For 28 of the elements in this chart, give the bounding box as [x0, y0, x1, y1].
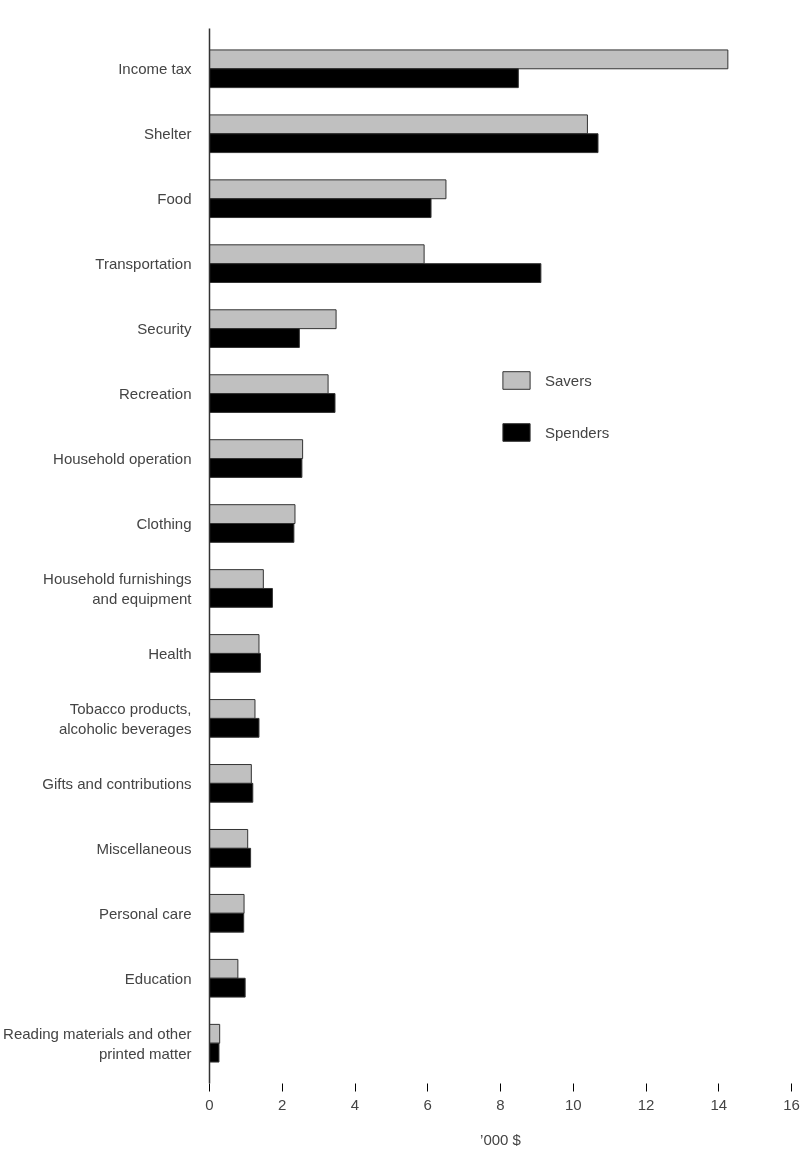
- x-tick-label: 14: [710, 1095, 728, 1113]
- legend-label: Spenders: [545, 423, 610, 441]
- x-tick-label: 2: [278, 1095, 287, 1113]
- y-tick-label: Tobacco products, alcoholic beverages: [58, 699, 192, 738]
- y-tick-label: Miscellaneous: [96, 839, 192, 857]
- y-tick-label: Household furnishings and equipment: [43, 569, 193, 608]
- y-tick-label: Recreation: [118, 385, 192, 403]
- y-tick-label: Personal care: [98, 904, 192, 922]
- x-tick-label: 16: [783, 1095, 800, 1113]
- x-tick-label: 0: [205, 1095, 214, 1113]
- y-tick-label: Security: [137, 320, 192, 338]
- y-tick-label: Clothing: [136, 515, 192, 533]
- y-tick-label: Shelter: [143, 125, 192, 143]
- legend-label: Savers: [545, 371, 592, 389]
- y-tick-label: Reading materials and other printed matter: [3, 1024, 192, 1062]
- y-tick-label: Income tax: [118, 60, 192, 78]
- x-tick-label: 10: [564, 1095, 582, 1113]
- y-tick-label: Food: [157, 190, 192, 208]
- y-tick-label: Gifts and contributions: [42, 774, 192, 792]
- y-tick-label: Household operation: [53, 450, 192, 468]
- y-tick-label: Transportation: [95, 255, 192, 273]
- y-tick-label: Health: [148, 644, 192, 662]
- y-tick-label: Education: [124, 969, 192, 987]
- x-tick-label: 6: [423, 1095, 432, 1113]
- x-tick-label: 8: [496, 1095, 505, 1113]
- x-axis-title: ’000 $: [480, 1130, 522, 1148]
- x-tick-label: 4: [350, 1095, 360, 1113]
- x-tick-label: 12: [637, 1095, 655, 1113]
